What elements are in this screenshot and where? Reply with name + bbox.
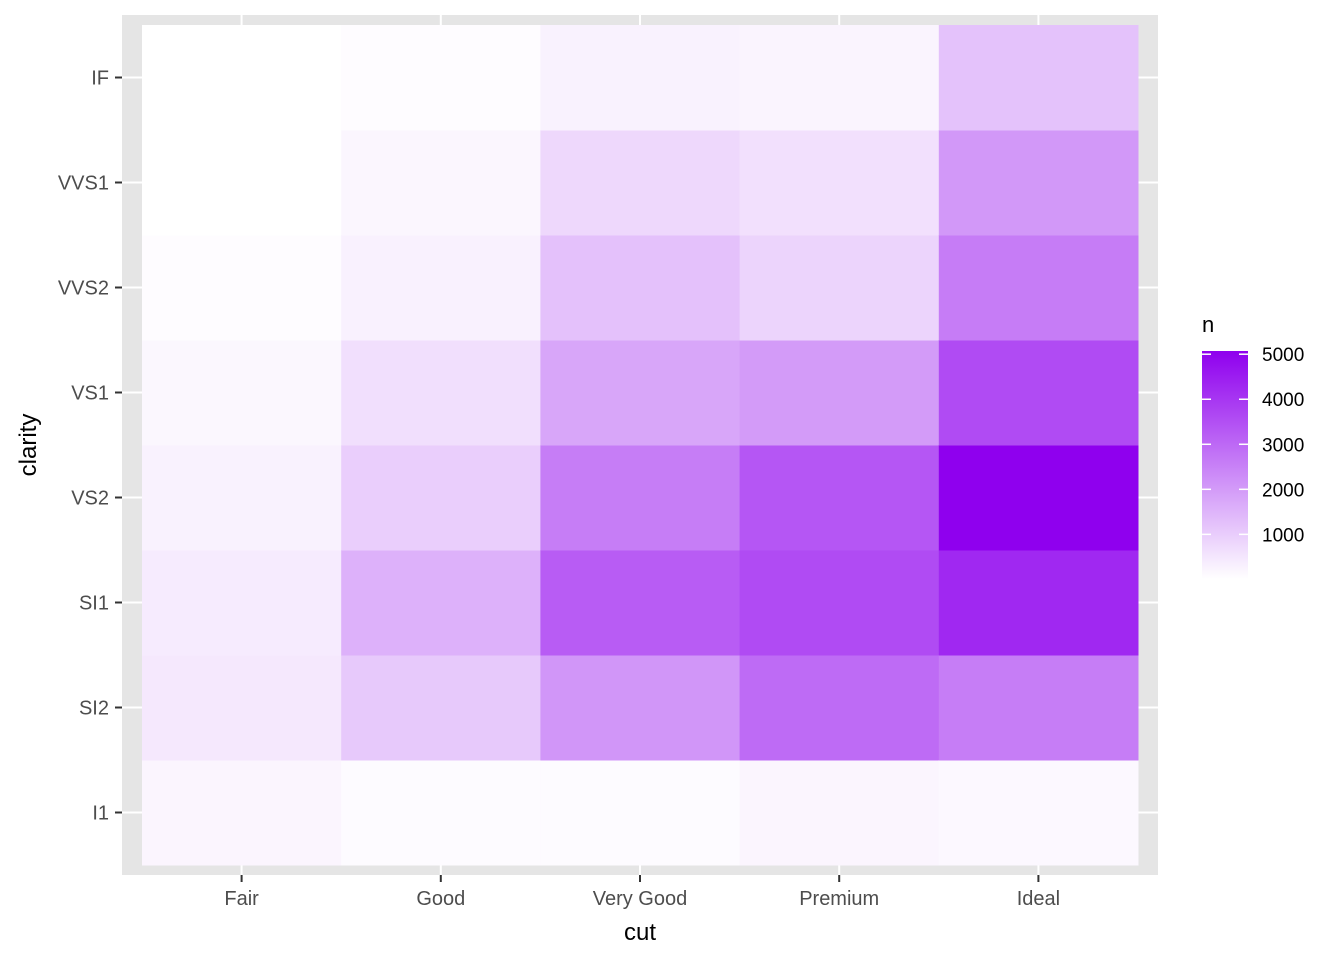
legend-tick-label: 4000 [1262,390,1304,411]
legend-tick-label: 3000 [1262,435,1304,456]
x-axis-title: cut [624,919,656,946]
y-tick-label: VS2 [71,488,109,510]
heatmap-tile [341,445,541,551]
heatmap-tile [341,760,541,866]
heatmap-tile [938,760,1139,866]
heatmap-tile [142,550,342,656]
heatmap-tile [540,130,741,236]
heatmap-tile [739,445,940,551]
y-tick-label: VVS1 [58,173,109,195]
heatmap-tile [938,655,1139,761]
heatmap-tile [739,340,940,446]
heatmap-tile [341,550,541,656]
heatmap-tile [938,340,1139,446]
heatmap-tile [341,235,541,341]
y-tick-label: SI1 [79,593,109,615]
legend-colorbar [1202,351,1248,579]
heatmap-tile [540,235,741,341]
heatmap-tile [341,340,541,446]
heatmap-tile [540,25,741,131]
heatmap-tile [142,235,342,341]
heatmap-tile [938,235,1139,341]
y-tick-label: VVS2 [58,278,109,300]
x-tick-label: Ideal [1017,888,1060,910]
heatmap-tile [739,760,940,866]
heatmap-tile [341,25,541,131]
legend-tick-label: 5000 [1262,345,1304,366]
heatmap-tile [938,550,1139,656]
legend-title: n [1202,312,1214,337]
heatmap-tile [739,655,940,761]
heatmap-tile [142,760,342,866]
heatmap-tile [938,25,1139,131]
x-tick-label: Very Good [593,888,688,910]
y-axis-title: clarity [15,414,42,477]
heatmap-tile [938,130,1139,236]
heatmap-tile [142,655,342,761]
heatmap-tile [341,130,541,236]
x-tick-label: Premium [799,888,879,910]
heatmap-tile [341,655,541,761]
heatmap-tile [540,445,741,551]
heatmap-tile [540,760,741,866]
legend-tick-label: 2000 [1262,480,1304,501]
heatmap-tile [540,655,741,761]
heatmap-tile [739,550,940,656]
x-tick-label: Fair [224,888,259,910]
heatmap-tile [739,130,940,236]
legend-tick-label: 1000 [1262,525,1304,546]
heatmap-tile [142,25,342,131]
y-tick-label: IF [91,68,109,90]
y-tick-label: VS1 [71,383,109,405]
heatmap-tile [142,445,342,551]
heatmap-tile [739,235,940,341]
heatmap-tile [540,340,741,446]
heatmap-tile [739,25,940,131]
y-tick-label: I1 [92,803,109,825]
heatmap-tile [142,130,342,236]
heatmap-tile [938,445,1139,551]
heatmap-tile [540,550,741,656]
y-tick-label: SI2 [79,698,109,720]
x-tick-label: Good [416,888,465,910]
heatmap-tile [142,340,342,446]
